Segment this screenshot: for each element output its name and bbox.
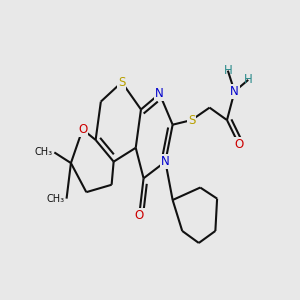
Text: O: O <box>234 138 244 151</box>
Text: H: H <box>224 64 232 77</box>
Text: O: O <box>78 123 87 136</box>
Text: S: S <box>118 76 125 89</box>
Text: CH₃: CH₃ <box>35 147 53 158</box>
Text: O: O <box>135 209 144 222</box>
Text: H: H <box>244 74 253 86</box>
Text: S: S <box>188 114 195 127</box>
Text: N: N <box>155 87 164 100</box>
Text: CH₃: CH₃ <box>47 194 65 204</box>
Text: N: N <box>161 155 170 168</box>
Text: N: N <box>230 85 239 98</box>
